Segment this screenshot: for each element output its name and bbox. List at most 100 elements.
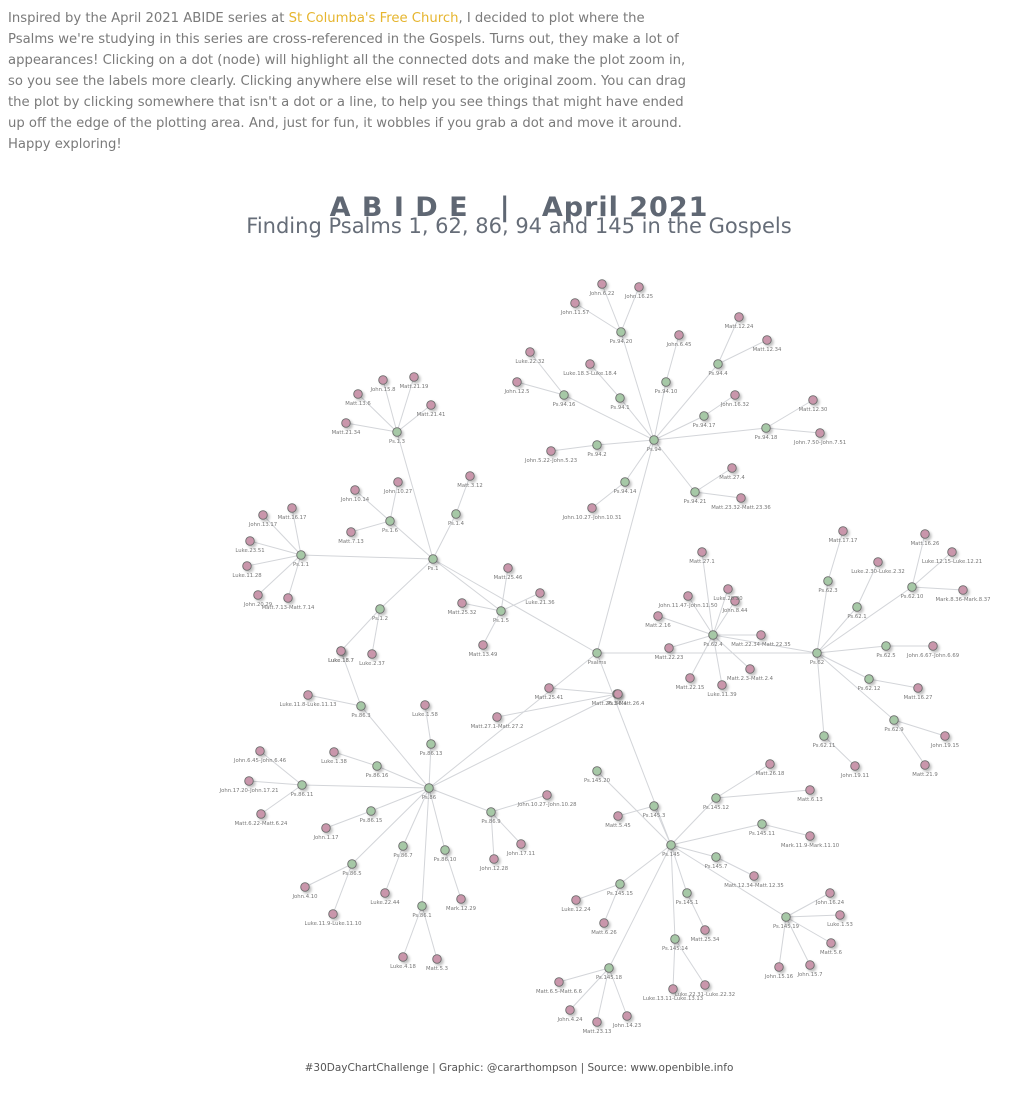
node-dot[interactable] [806,961,815,970]
edge-Ps.145.1-Matt.25.34[interactable] [687,893,705,930]
node-dot[interactable] [762,424,771,433]
edge-Ps.94-Ps.94.2[interactable] [597,440,654,445]
node-dot[interactable] [671,935,680,944]
psalm-node-ps-145-12[interactable]: Ps.145.12 [703,794,729,811]
gospel-node-john-1-17[interactable]: John.1.17 [313,824,339,841]
edge-Ps.94.2-John.5.22-John.5.23[interactable] [551,445,597,451]
gospel-node-luke-20-20[interactable]: Luke.20.20 [713,585,743,602]
psalm-node-ps-86-7[interactable]: Ps.86.7 [393,842,412,859]
edge-Ps.86.9-John.17.11[interactable] [491,812,521,844]
gospel-node-matt-2-3-matt-2-4[interactable]: Matt.2.3-Matt.2.4 [727,665,774,682]
node-dot[interactable] [809,396,818,405]
node-dot[interactable] [425,784,434,793]
node-dot[interactable] [890,716,899,725]
node-dot[interactable] [593,1018,602,1027]
psalm-node-ps-86-11[interactable]: Ps.86.11 [291,781,314,798]
node-dot[interactable] [623,1012,632,1021]
psalm-node-ps-62-9[interactable]: Ps.62.9 [884,716,903,733]
gospel-node-john-6-45-john-6-46[interactable]: John.6.45-John.6.46 [233,747,287,764]
node-dot[interactable] [497,607,506,616]
psalm-node-ps-86-5[interactable]: Ps.86.5 [342,860,361,877]
edge-Ps.62.4-John.11.47-John.11.50[interactable] [688,596,713,635]
gospel-node-matt-5-6[interactable]: Matt.5.6 [820,939,843,956]
gospel-node-matt-25-34[interactable]: Matt.25.34 [691,926,720,943]
node-dot[interactable] [921,761,930,770]
node-dot[interactable] [342,419,351,428]
edge-Ps.145-Ps.145.3[interactable] [654,806,671,845]
node-dot[interactable] [351,486,360,495]
psalm-node-psalms[interactable]: Psalms [588,649,607,666]
edge-Ps.86-Ps.86.4[interactable] [429,694,617,788]
psalm-node-ps-94-14[interactable]: Ps.94.14 [614,478,637,495]
gospel-node-matt-6-5-matt-6-6[interactable]: Matt.6.5-Matt.6.6 [536,978,583,995]
psalm-node-ps-94-21[interactable]: Ps.94.21 [684,488,707,505]
node-dot[interactable] [458,599,467,608]
gospel-node-luke-1-53[interactable]: Luke.1.53 [827,911,853,928]
node-dot[interactable] [598,280,607,289]
node-dot[interactable] [560,391,569,400]
gospel-node-john-16-24[interactable]: John.16.24 [815,889,845,906]
node-dot[interactable] [257,810,266,819]
node-dot[interactable] [737,494,746,503]
node-dot[interactable] [820,732,829,741]
gospel-node-matt-17-17[interactable]: Matt.17.17 [829,527,858,544]
gospel-node-john-19-11[interactable]: John.19.11 [840,762,869,779]
node-dot[interactable] [735,313,744,322]
node-dot[interactable] [243,562,252,571]
gospel-node-matt-12-30[interactable]: Matt.12.30 [799,396,828,413]
node-dot[interactable] [373,762,382,771]
psalm-node-ps-145-1[interactable]: Ps.145.1 [676,889,699,906]
node-dot[interactable] [712,794,721,803]
node-dot[interactable] [418,902,427,911]
psalm-node-ps-62-4[interactable]: Ps.62.4 [703,631,723,648]
edge-Ps.86.13-Luke.1.58[interactable] [425,705,431,744]
edge-Ps.145-Ps.145.15[interactable] [620,845,671,884]
edge-Ps.145-Ps.145.19[interactable] [671,845,786,917]
gospel-node-matt-26-18[interactable]: Matt.26.18 [756,760,785,777]
node-dot[interactable] [684,592,693,601]
node-dot[interactable] [479,641,488,650]
gospel-node-matt-25-41[interactable]: Matt.25.41 [535,684,564,701]
gospel-node-matt-6-22-matt-6-24[interactable]: Matt.6.22-Matt.6.24 [235,810,288,827]
node-dot[interactable] [929,642,938,651]
psalm-node-ps-94[interactable]: Ps.94 [647,436,662,453]
node-dot[interactable] [782,913,791,922]
gospel-node-luke-12-15-luke-12-21[interactable]: Luke.12.15-Luke.12.21 [922,548,982,565]
edge-Ps.94-Ps.94.18[interactable] [654,428,766,440]
gospel-node-luke-18-7[interactable]: Luke.18.7 [328,647,354,664]
node-dot[interactable] [487,808,496,817]
node-dot[interactable] [441,846,450,855]
node-dot[interactable] [298,781,307,790]
node-dot[interactable] [757,631,766,640]
node-dot[interactable] [427,740,436,749]
gospel-node-john-11-47-john-11-50[interactable]: John.11.47-John.11.50 [658,592,719,609]
psalm-node-ps-62-1[interactable]: Ps.62.1 [847,603,866,620]
node-dot[interactable] [393,428,402,437]
gospel-node-matt-3-12[interactable]: Matt.3.12 [457,472,482,489]
node-dot[interactable] [700,412,709,421]
node-dot[interactable] [826,889,835,898]
gospel-node-john-14-23[interactable]: John.14.23 [612,1012,641,1029]
gospel-node-john-15-7[interactable]: John.15.7 [797,961,823,978]
edge-Ps.94.21-Matt.23.32-Matt.23.36[interactable] [695,492,741,498]
node-dot[interactable] [691,488,700,497]
gospel-node-john-17-11[interactable]: John.17.11 [506,840,535,857]
edge-Ps.94.18-Matt.12.30[interactable] [766,400,813,428]
node-dot[interactable] [368,650,377,659]
node-dot[interactable] [766,760,775,769]
edge-Ps.145.12-Matt.26.18[interactable] [716,764,770,798]
edge-Ps.62-Ps.62.10[interactable] [817,587,912,653]
node-dot[interactable] [421,701,430,710]
gospel-node-john-5-22-john-5-23[interactable]: John.5.22-John.5.23 [524,447,577,464]
gospel-node-matt-13-6[interactable]: Matt.13.6 [345,390,371,407]
psalm-node-ps-94-10[interactable]: Ps.94.10 [655,378,678,395]
node-dot[interactable] [354,390,363,399]
gospel-node-mark-12-29[interactable]: Mark.12.29 [446,895,476,912]
edge-Ps.1-Ps.1.3[interactable] [397,432,433,559]
node-dot[interactable] [348,860,357,869]
edge-Ps.86-Ps.86.5[interactable] [352,788,429,864]
gospel-node-john-16-32[interactable]: John.16.32 [720,391,749,408]
gospel-node-matt-25-46[interactable]: Matt.25.46 [494,564,523,581]
gospel-node-mark-11-9-mark-11-10[interactable]: Mark.11.9-Mark.11.10 [781,832,840,849]
edge-Ps.1.5-Matt.13.49[interactable] [483,611,501,645]
